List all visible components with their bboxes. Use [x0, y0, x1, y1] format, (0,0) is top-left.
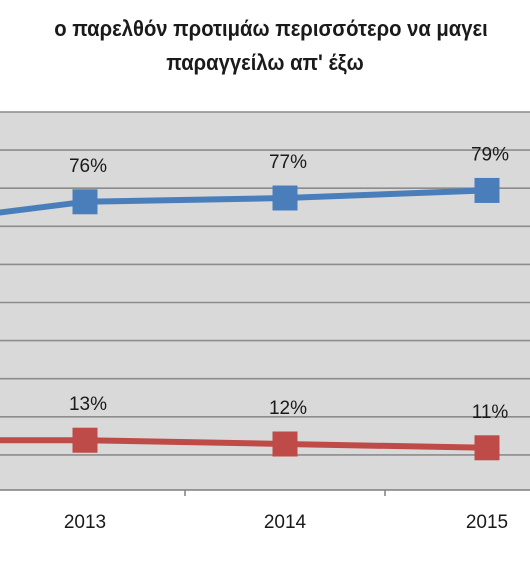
data-point-marker [272, 185, 298, 211]
x-tick-label: 2015 [466, 512, 508, 533]
series-line [0, 437, 488, 451]
data-label: 76% [69, 156, 107, 177]
data-point-marker [474, 177, 500, 203]
chart-title-line-2: παραγγείλω απ' έξω [166, 50, 364, 75]
data-point-marker [72, 427, 98, 453]
data-label: 79% [471, 144, 509, 165]
data-label: 13% [69, 394, 107, 415]
data-label: 11% [472, 402, 509, 423]
x-axis: 2013 2014 2015 [0, 489, 530, 533]
chart-title-line-1: ο παρελθόν προτιμάω περισσότερο να μαγει [54, 16, 488, 41]
x-tick-label: 2014 [264, 512, 307, 533]
gridlines [0, 111, 530, 456]
series-1: 76% 77% 79% [0, 144, 509, 216]
data-point-marker [474, 435, 500, 461]
plot-area [0, 112, 530, 490]
data-point-marker [272, 431, 298, 457]
data-point-marker [72, 189, 98, 215]
data-label: 12% [269, 398, 307, 419]
series-layer: 76% 77% 79% 13% 12% 11% [0, 144, 509, 461]
data-label: 77% [269, 152, 307, 173]
series-2: 13% 12% 11% [0, 394, 509, 461]
series-line [0, 187, 488, 216]
x-tick-label: 2013 [64, 512, 106, 533]
